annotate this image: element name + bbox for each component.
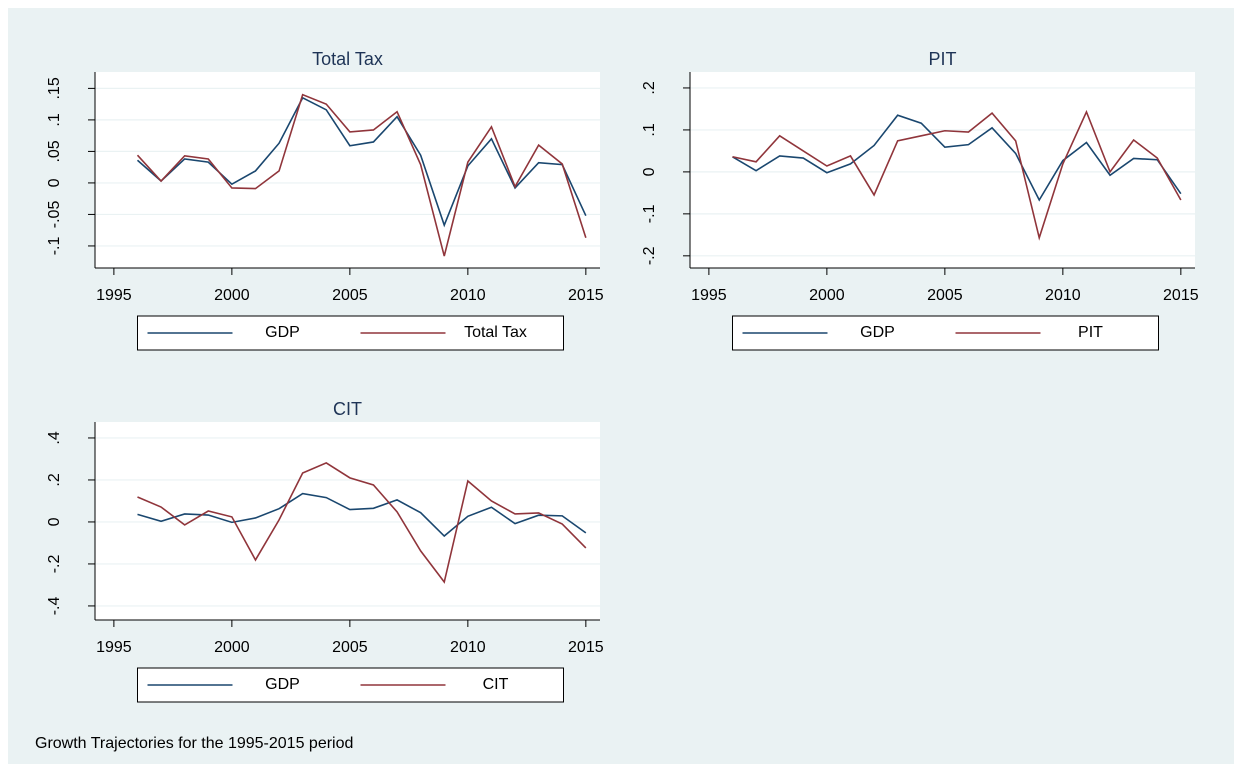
series-line [136, 93, 587, 257]
chart-title: PIT [928, 49, 956, 69]
y-tick-label: 0 [46, 178, 63, 187]
x-tick-label: 1995 [96, 639, 132, 656]
series-line [137, 492, 587, 538]
x-tick-label: 1995 [96, 287, 132, 304]
plot-region [690, 72, 1195, 268]
y-tick-label: -.4 [46, 596, 63, 615]
legend-label: Total Tax [464, 324, 527, 341]
series-line [137, 462, 587, 584]
x-tick-label: 2015 [568, 639, 604, 656]
y-tick-label: 0 [46, 517, 63, 526]
y-tick-label: .1 [641, 123, 658, 136]
series-line [136, 96, 587, 228]
legend-label: CIT [483, 676, 509, 693]
legend-label: GDP [265, 676, 300, 693]
series-line [732, 109, 1182, 241]
series-line [732, 114, 1182, 202]
x-tick-label: 1995 [691, 287, 727, 304]
chart-title: Total Tax [312, 49, 383, 69]
x-tick-label: 2015 [1163, 287, 1199, 304]
chart-title: CIT [333, 399, 362, 419]
y-tick-label: .1 [46, 113, 63, 126]
legend-label: GDP [860, 324, 895, 341]
y-tick-label: -.2 [641, 246, 658, 265]
x-tick-label: 2015 [568, 287, 604, 304]
legend-label: PIT [1078, 324, 1103, 341]
y-tick-label: .2 [641, 81, 658, 94]
x-tick-label: 2005 [332, 287, 368, 304]
y-tick-label: -.1 [641, 204, 658, 223]
y-tick-label: -.2 [46, 555, 63, 574]
y-tick-label: .05 [46, 140, 63, 162]
y-tick-label: .2 [46, 473, 63, 486]
x-tick-label: 2000 [214, 639, 250, 656]
legend-label: GDP [265, 324, 300, 341]
x-tick-label: 2010 [1045, 287, 1081, 304]
x-tick-label: 2000 [809, 287, 845, 304]
plot-region [95, 72, 600, 268]
x-tick-label: 2000 [214, 287, 250, 304]
y-tick-label: -.05 [46, 201, 63, 229]
x-tick-label: 2005 [927, 287, 963, 304]
x-tick-label: 2005 [332, 639, 368, 656]
note: Growth Trajectories for the 1995-2015 pe… [35, 735, 353, 752]
y-tick-label: -.1 [46, 237, 63, 256]
x-tick-label: 2010 [450, 639, 486, 656]
y-tick-label: .4 [46, 431, 63, 444]
x-tick-label: 2010 [450, 287, 486, 304]
y-tick-label: .15 [46, 77, 63, 99]
y-tick-label: 0 [641, 167, 658, 176]
